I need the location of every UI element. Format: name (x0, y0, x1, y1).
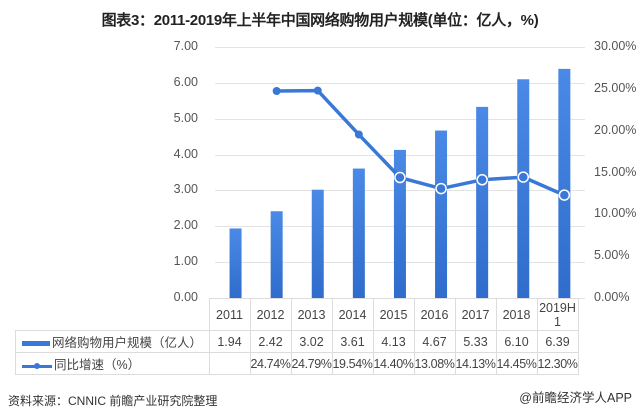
growth-value: 14.45% (495, 352, 538, 375)
right-axis-tick: 30.00% (594, 39, 637, 53)
right-axis-tick: 15.00% (594, 164, 637, 179)
bar (270, 211, 283, 298)
line-marker (313, 86, 322, 95)
left-axis-tick: 5.00 (173, 110, 198, 125)
users-value: 2.42 (249, 330, 292, 353)
left-axis-tick: 1.00 (173, 254, 198, 269)
right-axis-tick: 20.00% (594, 122, 637, 137)
users-value: 5.33 (454, 330, 497, 353)
bar-series (229, 68, 571, 299)
legend-users: 网络购物用户规模（亿人） (15, 330, 210, 353)
source-note: 资料来源：CNNIC 前瞻产业研究院整理 (8, 394, 218, 408)
table-corner (15, 298, 210, 331)
left-axis-tick: 4.00 (173, 146, 198, 161)
users-value: 6.39 (536, 330, 579, 353)
line-marker (517, 171, 529, 183)
line-series (272, 86, 571, 201)
category-label: 2015 (372, 298, 415, 331)
category-label: 2013 (290, 298, 333, 331)
right-axis-tick: 0.00% (594, 290, 630, 304)
left-axis-tick: 7.00 (173, 39, 198, 53)
line-legend-icon (22, 362, 52, 370)
right-axis-tick: 5.00% (594, 248, 630, 263)
category-label: 2016 (413, 298, 456, 331)
users-value: 4.13 (372, 330, 415, 353)
bar-legend-icon (22, 341, 50, 347)
left-axis-tick: 3.00 (173, 182, 198, 197)
table-row-users: 网络购物用户规模（亿人） 1.94 2.42 3.02 3.61 4.13 4.67 5.3… (15, 330, 579, 353)
chart-title: 图表3：2011-2019年上半年中国网络购物用户规模(单位：亿人，%) (101, 12, 539, 29)
line-marker (476, 174, 488, 186)
bar (517, 79, 530, 299)
left-axis-tick: 2.00 (173, 218, 198, 233)
table-row-growth: 同比增速（%） 24.74% 24.79% 19.54% 14.40% 13.08% 14… (15, 352, 579, 375)
bar (558, 68, 571, 298)
users-value: 3.61 (331, 330, 374, 353)
users-value: 4.67 (413, 330, 456, 353)
bar (476, 106, 489, 298)
users-value: 1.94 (208, 330, 251, 353)
category-label: 2011 (208, 298, 251, 331)
line-marker (435, 182, 447, 195)
growth-value: 24.74% (249, 352, 292, 375)
right-axis-tick: 25.00% (594, 80, 637, 95)
legend-growth: 同比增速（%） (15, 352, 210, 375)
growth-value (208, 352, 251, 375)
growth-value: 12.30% (536, 352, 579, 375)
category-label: 2012 (249, 298, 292, 331)
category-label: 2017 (454, 298, 497, 331)
legend-growth-label: 同比增速（%） (54, 358, 141, 372)
growth-value: 13.08% (413, 352, 456, 375)
bar (352, 168, 365, 298)
growth-value: 14.40% (372, 352, 415, 375)
table-header-row: 2011 2012 2013 2014 2015 2016 2017 2018 2019H 1 (15, 298, 579, 331)
category-label: 2018 (495, 298, 538, 331)
category-label: 2014 (331, 298, 374, 331)
users-value: 6.10 (495, 330, 538, 353)
legend-users-label: 网络购物用户规模（亿人） (52, 336, 203, 350)
gridline (215, 118, 585, 120)
line-marker (272, 87, 281, 96)
bar (393, 149, 406, 298)
growth-line (276, 88, 566, 197)
users-value: 3.02 (290, 330, 333, 353)
left-axis-tick: 6.00 (173, 74, 198, 89)
credit-watermark: @前瞻经济学人APP (519, 391, 632, 405)
growth-value: 24.79% (290, 352, 333, 375)
right-axis-tick: 10.00% (594, 206, 637, 221)
gridline (215, 47, 585, 48)
data-table: 2011 2012 2013 2014 2015 2016 2017 2018 2019H 1 网… (15, 298, 579, 375)
category-label: 2019H 1 (536, 298, 579, 331)
bar (435, 130, 448, 298)
bar (311, 189, 324, 298)
line-marker (394, 171, 406, 184)
line-marker (558, 189, 571, 201)
line-marker (354, 130, 363, 139)
gridline (215, 82, 585, 84)
growth-value: 19.54% (331, 352, 374, 375)
bar (229, 228, 242, 298)
growth-value: 14.13% (454, 352, 497, 375)
